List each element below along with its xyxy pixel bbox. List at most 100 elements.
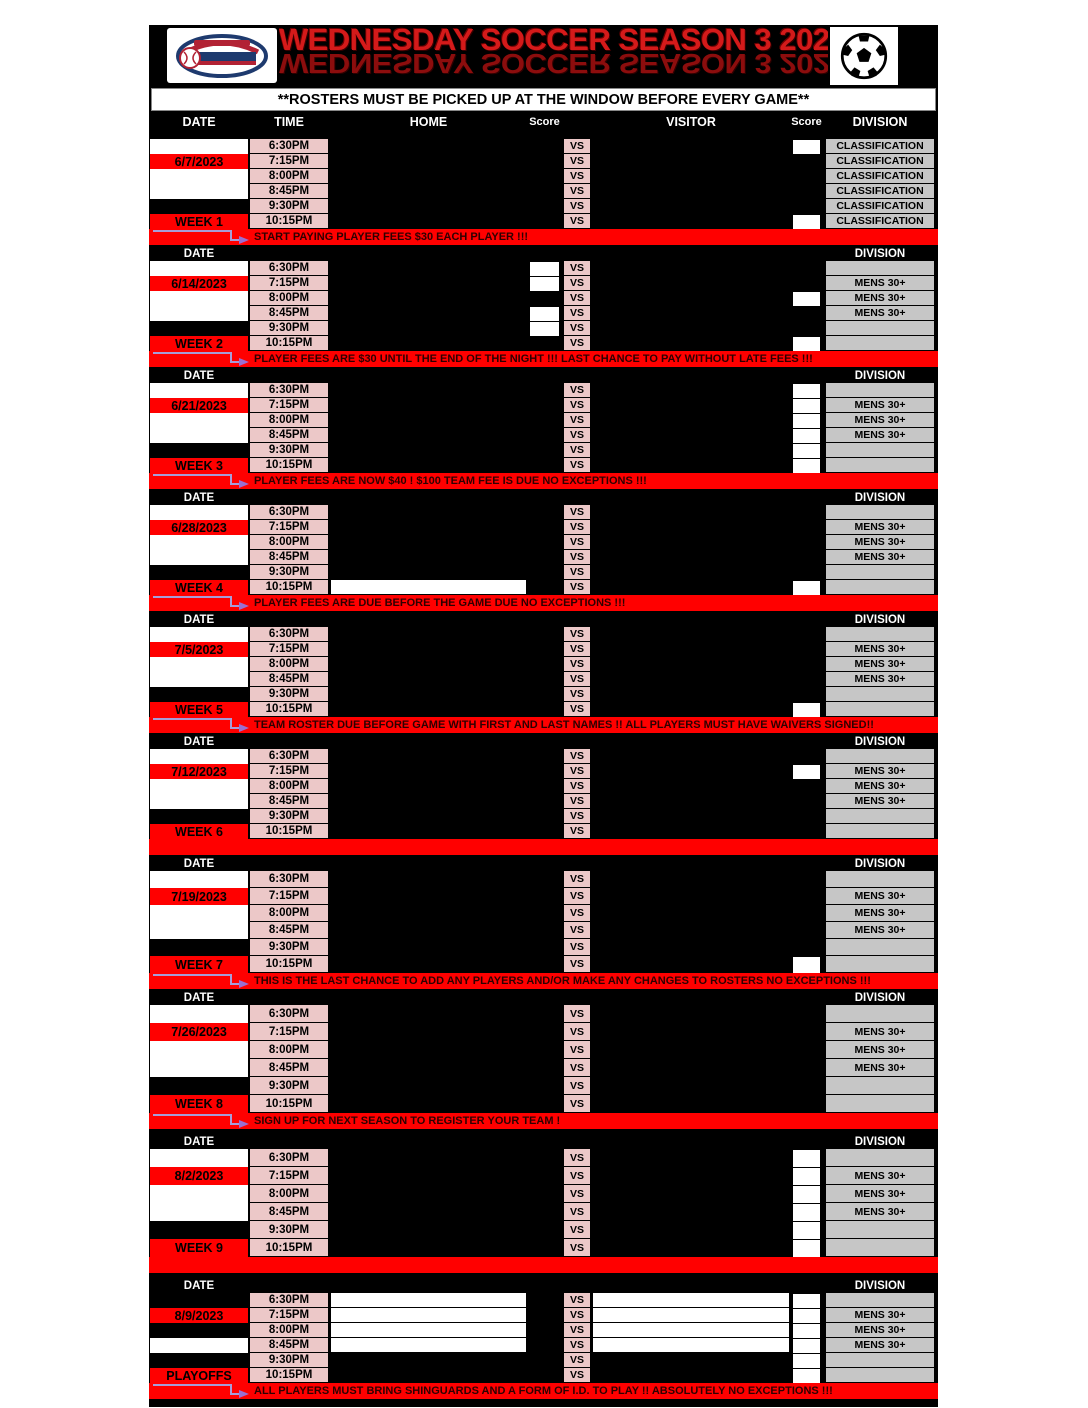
visitor-score-cell[interactable] [792,413,821,429]
visitor-score-cell[interactable] [792,214,821,230]
visitor-score-cell[interactable] [792,428,821,444]
visitor-score-cell[interactable] [792,1368,821,1384]
home-team-cell[interactable] [330,1322,527,1338]
home-score-cell [527,1023,562,1041]
home-team-cell[interactable] [330,1292,527,1308]
date-cell [150,306,248,321]
date-cell: 6/7/2023 [150,154,248,169]
visitor-score-cell[interactable] [792,383,821,399]
visitor-score-cell[interactable] [792,580,821,596]
home-score-cell[interactable] [529,306,560,322]
week-banner: THIS IS THE LAST CHANCE TO ADD ANY PLAYE… [149,973,938,989]
visitor-score-cell[interactable] [792,291,821,307]
game-row: 8:45PM VS MENS 30+ [150,921,937,939]
vs-label: VS [563,382,591,398]
week-banner-text: THIS IS THE LAST CHANCE TO ADD ANY PLAYE… [254,975,871,987]
date-cell [150,169,248,184]
visitor-score-cell[interactable] [792,1149,821,1168]
visitor-score-cell[interactable] [792,1221,821,1240]
visitor-team-cell [592,1005,790,1023]
repeat-division-label: DIVISION [854,614,906,626]
game-row: 8:00PM VS MENS 30+ [150,904,937,922]
repeat-header-row: DATE DIVISION [150,1279,937,1293]
visitor-score-cell[interactable] [792,702,821,718]
week-banner: PLAYER FEES ARE NOW $40 ! $100 TEAM FEE … [149,473,938,489]
visitor-score-cell[interactable] [792,443,821,459]
repeat-header-row: DATE DIVISION [150,491,937,505]
visitor-score-cell[interactable] [792,956,821,974]
visitor-score-cell [790,154,823,169]
visitor-score-cell[interactable] [792,1239,821,1258]
visitor-score-cell [790,276,823,291]
home-team-cell [330,336,527,351]
date-cell [150,1203,248,1221]
date-cell [150,1323,248,1338]
visitor-team-cell [592,261,790,276]
visitor-score-cell[interactable] [792,1323,821,1339]
vs-label: VS [563,549,591,565]
week-banner-text: PLAYER FEES ARE DUE BEFORE THE GAME DUE … [254,597,626,609]
home-score-cell [527,520,562,535]
visitor-score-cell[interactable] [792,1185,821,1204]
home-team-cell [330,276,527,291]
visitor-score-cell[interactable] [792,336,821,352]
visitor-score-cell[interactable] [792,1167,821,1186]
time-cell: 10:15PM [249,1238,329,1257]
visitor-score-cell[interactable] [792,1353,821,1369]
week-label-cell: WEEK 6 [150,824,248,839]
date-cell [150,672,248,687]
visitor-score-cell[interactable] [792,458,821,474]
visitor-score-cell[interactable] [792,1308,821,1324]
week-banner-text: PLAYER FEES ARE NOW $40 ! $100 TEAM FEE … [254,475,647,487]
home-team-cell [330,1005,527,1023]
visitor-team-cell [592,824,790,839]
vs-label: VS [563,793,591,809]
repeat-date-label: DATE [183,992,215,1004]
vs-label: VS [563,564,591,580]
home-team-cell[interactable] [330,1307,527,1323]
game-row: 6:30PM VS [150,626,937,642]
division-cell [825,626,935,642]
visitor-score-cell[interactable] [792,1338,821,1354]
vs-label: VS [563,579,591,595]
home-score-cell[interactable] [529,321,560,337]
division-cell: MENS 30+ [825,1040,935,1059]
visitor-team-cell[interactable] [592,1337,790,1353]
home-score-cell [527,1167,562,1185]
visitor-team-cell[interactable] [592,1307,790,1323]
visitor-team-cell [592,779,790,794]
arrow-icon [153,718,249,732]
time-cell: 9:30PM [249,564,329,580]
visitor-score-cell[interactable] [792,398,821,414]
home-team-cell[interactable] [330,1337,527,1353]
visitor-score-cell[interactable] [792,1293,821,1309]
visitor-score-cell[interactable] [792,1203,821,1222]
division-cell [825,701,935,717]
time-cell: 9:30PM [249,808,329,824]
division-cell [825,1148,935,1167]
visitor-score-cell[interactable] [792,139,821,155]
visitor-score-cell[interactable] [792,764,821,780]
visitor-team-cell[interactable] [592,1292,790,1308]
visitor-score-cell [790,565,823,580]
repeat-date-label: DATE [183,248,215,260]
home-score-cell [527,139,562,154]
vs-label: VS [563,641,591,657]
visitor-team-cell [592,383,790,398]
home-team-cell [330,905,527,922]
col-home: HOME [409,115,448,129]
time-cell: 10:15PM [249,213,329,229]
vs-label: VS [563,1022,591,1041]
visitor-score-cell [790,779,823,794]
home-team-cell[interactable] [330,579,527,595]
visitor-team-cell [592,764,790,779]
visitor-team-cell[interactable] [592,1322,790,1338]
home-score-cell[interactable] [529,276,560,292]
home-team-cell [330,1368,527,1383]
date-cell [150,1005,248,1023]
game-row: 8:00PM VS MENS 30+ [150,1322,937,1339]
home-score-cell[interactable] [529,261,560,277]
division-cell: CLASSIFICATION [825,213,935,229]
visitor-team-cell [592,1353,790,1368]
division-cell [825,955,935,973]
